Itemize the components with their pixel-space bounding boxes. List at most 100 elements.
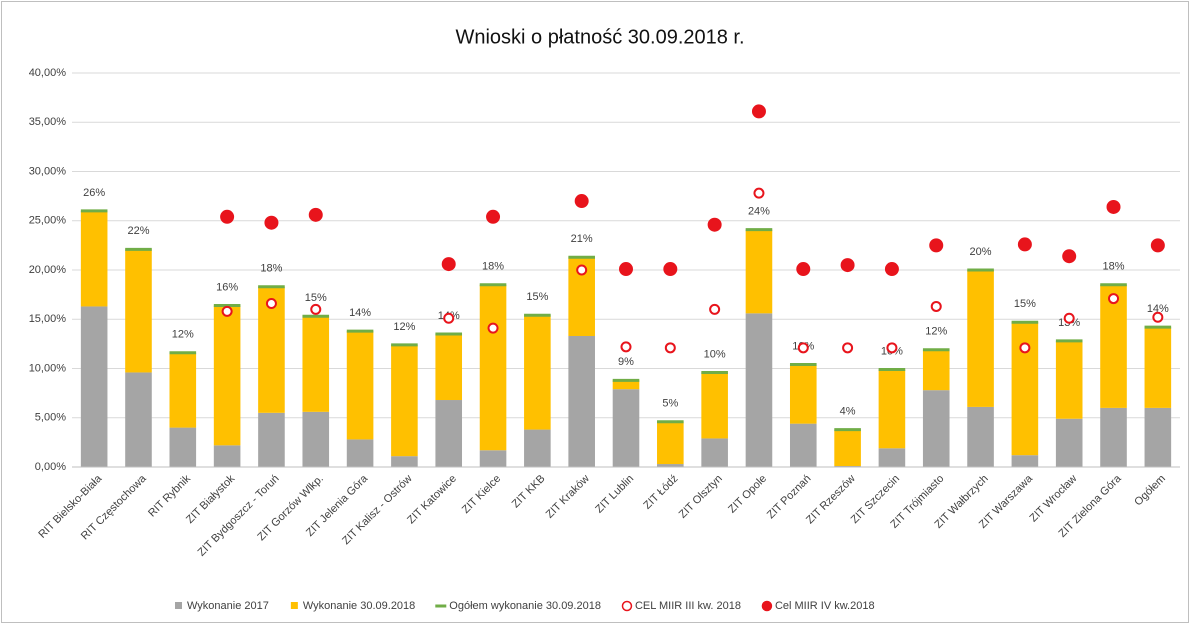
target-q3-marker <box>576 264 588 276</box>
bar-segment <box>789 364 817 424</box>
bar-segment <box>80 210 108 307</box>
target-q4-marker <box>751 104 766 119</box>
bar-segment <box>524 315 551 430</box>
bar-segment <box>125 249 152 373</box>
data-label: 12% <box>925 326 947 338</box>
bar-segment <box>967 406 994 467</box>
bar-segment <box>1100 407 1127 467</box>
y-tick-label: 10,00% <box>29 362 67 374</box>
target-q4-marker <box>840 258 855 273</box>
y-tick-label: 20,00% <box>29 264 67 276</box>
bar-segment <box>169 352 197 428</box>
target-q4-marker <box>619 262 633 277</box>
data-label: 18% <box>482 261 504 273</box>
bar-segment <box>391 456 418 467</box>
bar-segment <box>878 369 906 449</box>
bar-segment <box>701 438 728 467</box>
bar-segment <box>878 448 906 467</box>
bar-segment <box>302 411 330 467</box>
bar-segment <box>125 372 152 467</box>
bar-segment <box>1011 322 1039 456</box>
y-tick-label: 35,00% <box>29 116 67 128</box>
data-label: 5% <box>662 398 678 410</box>
y-tick-label: 0,00% <box>35 461 66 473</box>
bar-segment <box>80 306 108 467</box>
target-q3-marker <box>443 312 455 324</box>
target-q4-marker <box>264 215 279 230</box>
bar-segment <box>435 400 463 467</box>
bar-segment <box>922 390 950 467</box>
target-q3-marker <box>753 187 765 199</box>
data-label: 4% <box>840 405 856 417</box>
target-q3-marker <box>930 300 942 312</box>
target-q4-marker <box>1062 249 1077 264</box>
bar-segment <box>789 423 817 467</box>
target-q3-marker <box>1152 311 1164 323</box>
target-q3-marker <box>1108 293 1120 305</box>
bar-segment <box>346 439 374 467</box>
data-label: 18% <box>260 263 282 275</box>
target-q4-marker <box>220 209 235 224</box>
bar-segment <box>258 412 285 467</box>
legend-swatch <box>761 600 773 612</box>
bar-segment <box>1055 340 1083 419</box>
data-label: 26% <box>83 187 105 199</box>
target-q4-marker <box>486 209 501 224</box>
legend-swatch <box>175 602 182 609</box>
target-q4-marker <box>929 238 944 253</box>
bar-segment <box>1011 455 1039 467</box>
data-label: 15% <box>1014 298 1036 310</box>
y-tick-label: 5,00% <box>35 412 66 424</box>
legend-label: Wykonanie 2017 <box>187 600 269 612</box>
data-label: 14% <box>349 307 371 319</box>
target-q3-marker <box>842 342 854 354</box>
target-q4-marker <box>308 207 323 222</box>
target-q3-marker <box>221 305 233 317</box>
target-q4-marker <box>707 217 722 232</box>
target-q4-marker <box>1150 238 1165 253</box>
target-q3-marker <box>664 342 676 354</box>
y-tick-label: 40,00% <box>29 67 67 79</box>
data-label: 14% <box>1147 303 1169 315</box>
target-q3-marker <box>487 322 499 334</box>
legend-swatch <box>290 602 298 609</box>
bar-segment <box>524 429 551 467</box>
bar-segment <box>435 334 463 401</box>
bar-segment <box>612 389 640 467</box>
target-q3-marker <box>797 342 809 354</box>
data-label: 15% <box>305 292 327 304</box>
legend-label: Cel MIIR IV kw.2018 <box>775 600 875 612</box>
bar-segment <box>479 284 507 451</box>
data-label: 24% <box>748 206 770 218</box>
bar-segment <box>1144 407 1172 467</box>
bar-segment <box>346 331 374 440</box>
data-label: 12% <box>393 321 415 333</box>
target-q4-marker <box>663 262 678 277</box>
bar-segment <box>922 349 950 391</box>
target-q4-marker <box>884 262 899 277</box>
bar-segment <box>568 335 595 467</box>
bar-segment <box>834 429 861 467</box>
bar-segment <box>213 445 241 467</box>
bar-segment <box>701 372 728 439</box>
y-tick-label: 25,00% <box>29 215 67 227</box>
bar-segment <box>745 229 773 314</box>
data-label: 21% <box>571 233 593 245</box>
bar-segment <box>745 313 773 467</box>
legend-label: CEL MIIR III kw. 2018 <box>635 600 741 612</box>
legend-swatch <box>621 600 633 612</box>
bar-segment <box>657 421 684 465</box>
data-label: 12% <box>172 329 194 341</box>
data-label: 15% <box>526 291 548 303</box>
y-tick-label: 30,00% <box>29 165 67 177</box>
data-label: 18% <box>1103 261 1125 273</box>
bar-segment <box>213 305 241 446</box>
bar-segment <box>1144 327 1172 408</box>
legend-label: Ogółem wykonanie 30.09.2018 <box>449 600 601 612</box>
bar-segment <box>1100 284 1127 408</box>
bar-segment <box>302 316 330 412</box>
bar-segment <box>967 270 994 407</box>
data-label: 22% <box>127 225 149 237</box>
